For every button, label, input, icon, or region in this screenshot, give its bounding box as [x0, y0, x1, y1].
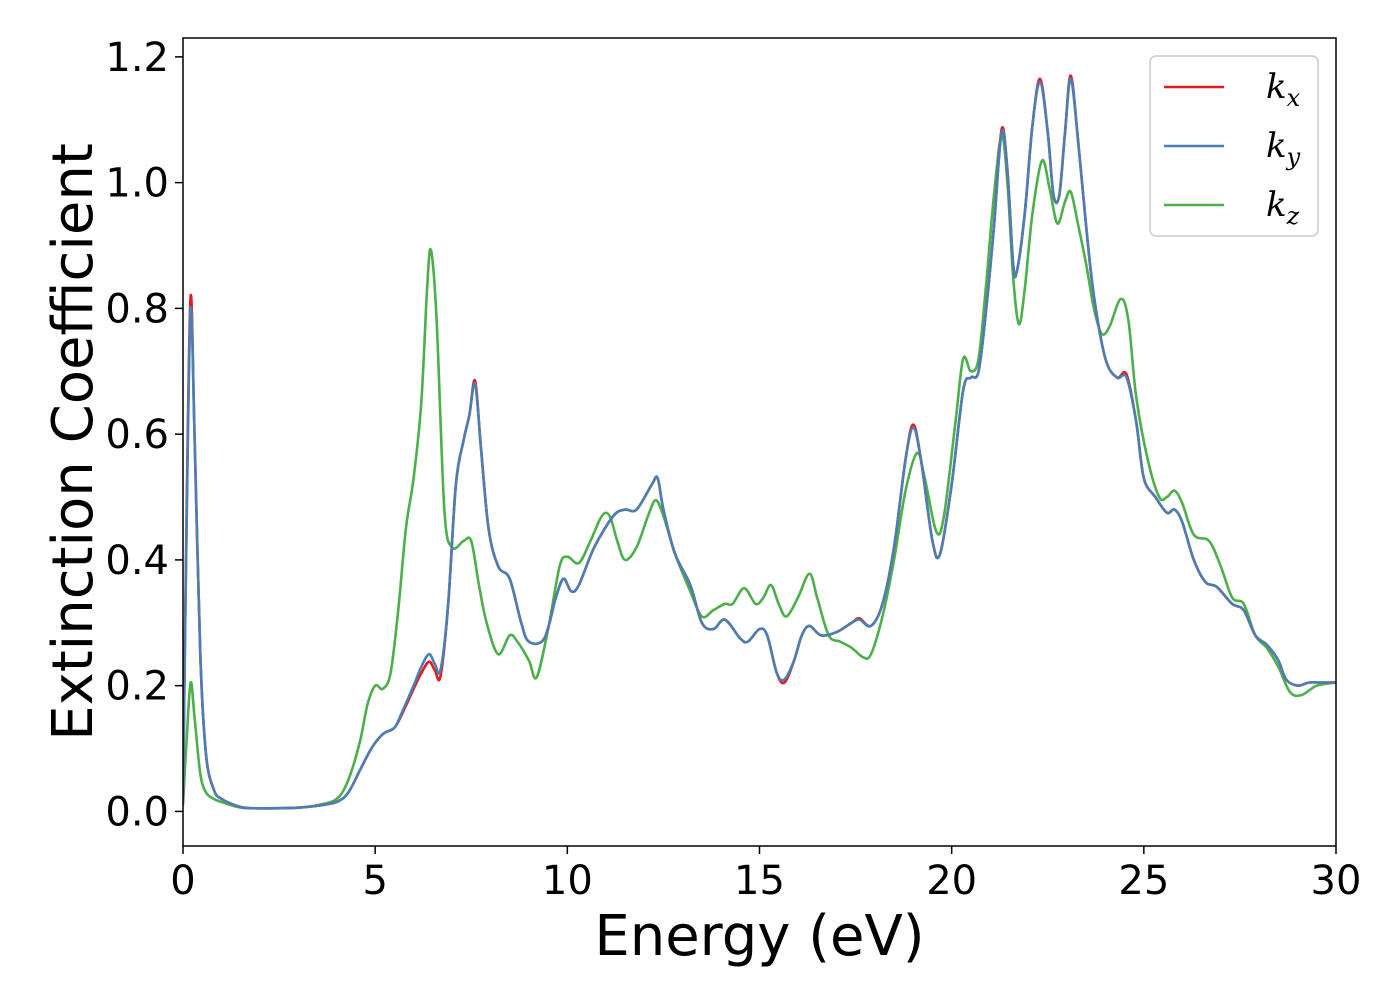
y-tick-label: 0.6: [105, 412, 169, 458]
y-tick-label: 0.2: [105, 664, 169, 710]
x-tick-label: 30: [1311, 858, 1362, 904]
y-tick-label: 0.8: [105, 286, 169, 332]
y-tick-label: 1.0: [105, 161, 169, 207]
legend-entry-label: ky: [1266, 126, 1301, 171]
x-tick-label: 0: [170, 858, 195, 904]
x-axis-label: Energy (eV): [594, 904, 924, 969]
x-tick-label: 10: [542, 858, 593, 904]
plot-area: [183, 74, 1336, 810]
legend-box: [1149, 55, 1319, 237]
series-line-k-y: [183, 77, 1336, 810]
series-line-k-z: [183, 134, 1336, 810]
x-tick-label: 25: [1118, 858, 1169, 904]
legend: kx ky kz: [1149, 55, 1319, 237]
plot-frame: [182, 37, 1337, 847]
legend-entry-label: kz: [1266, 185, 1300, 230]
x-tick-label: 5: [362, 858, 387, 904]
y-axis-label: Extinction Coefficient: [41, 143, 106, 741]
x-axis: 0 5 10 15 20 25 30: [170, 846, 1361, 904]
x-tick-label: 20: [926, 858, 977, 904]
y-tick-label: 1.2: [105, 35, 169, 81]
y-axis: 0.0 0.2 0.4 0.6 0.8 1.0 1.2: [105, 35, 183, 835]
x-tick-label: 15: [734, 858, 785, 904]
legend-entry-label: kx: [1266, 67, 1301, 112]
y-tick-label: 0.4: [105, 538, 169, 584]
y-tick-label: 0.0: [105, 789, 169, 835]
